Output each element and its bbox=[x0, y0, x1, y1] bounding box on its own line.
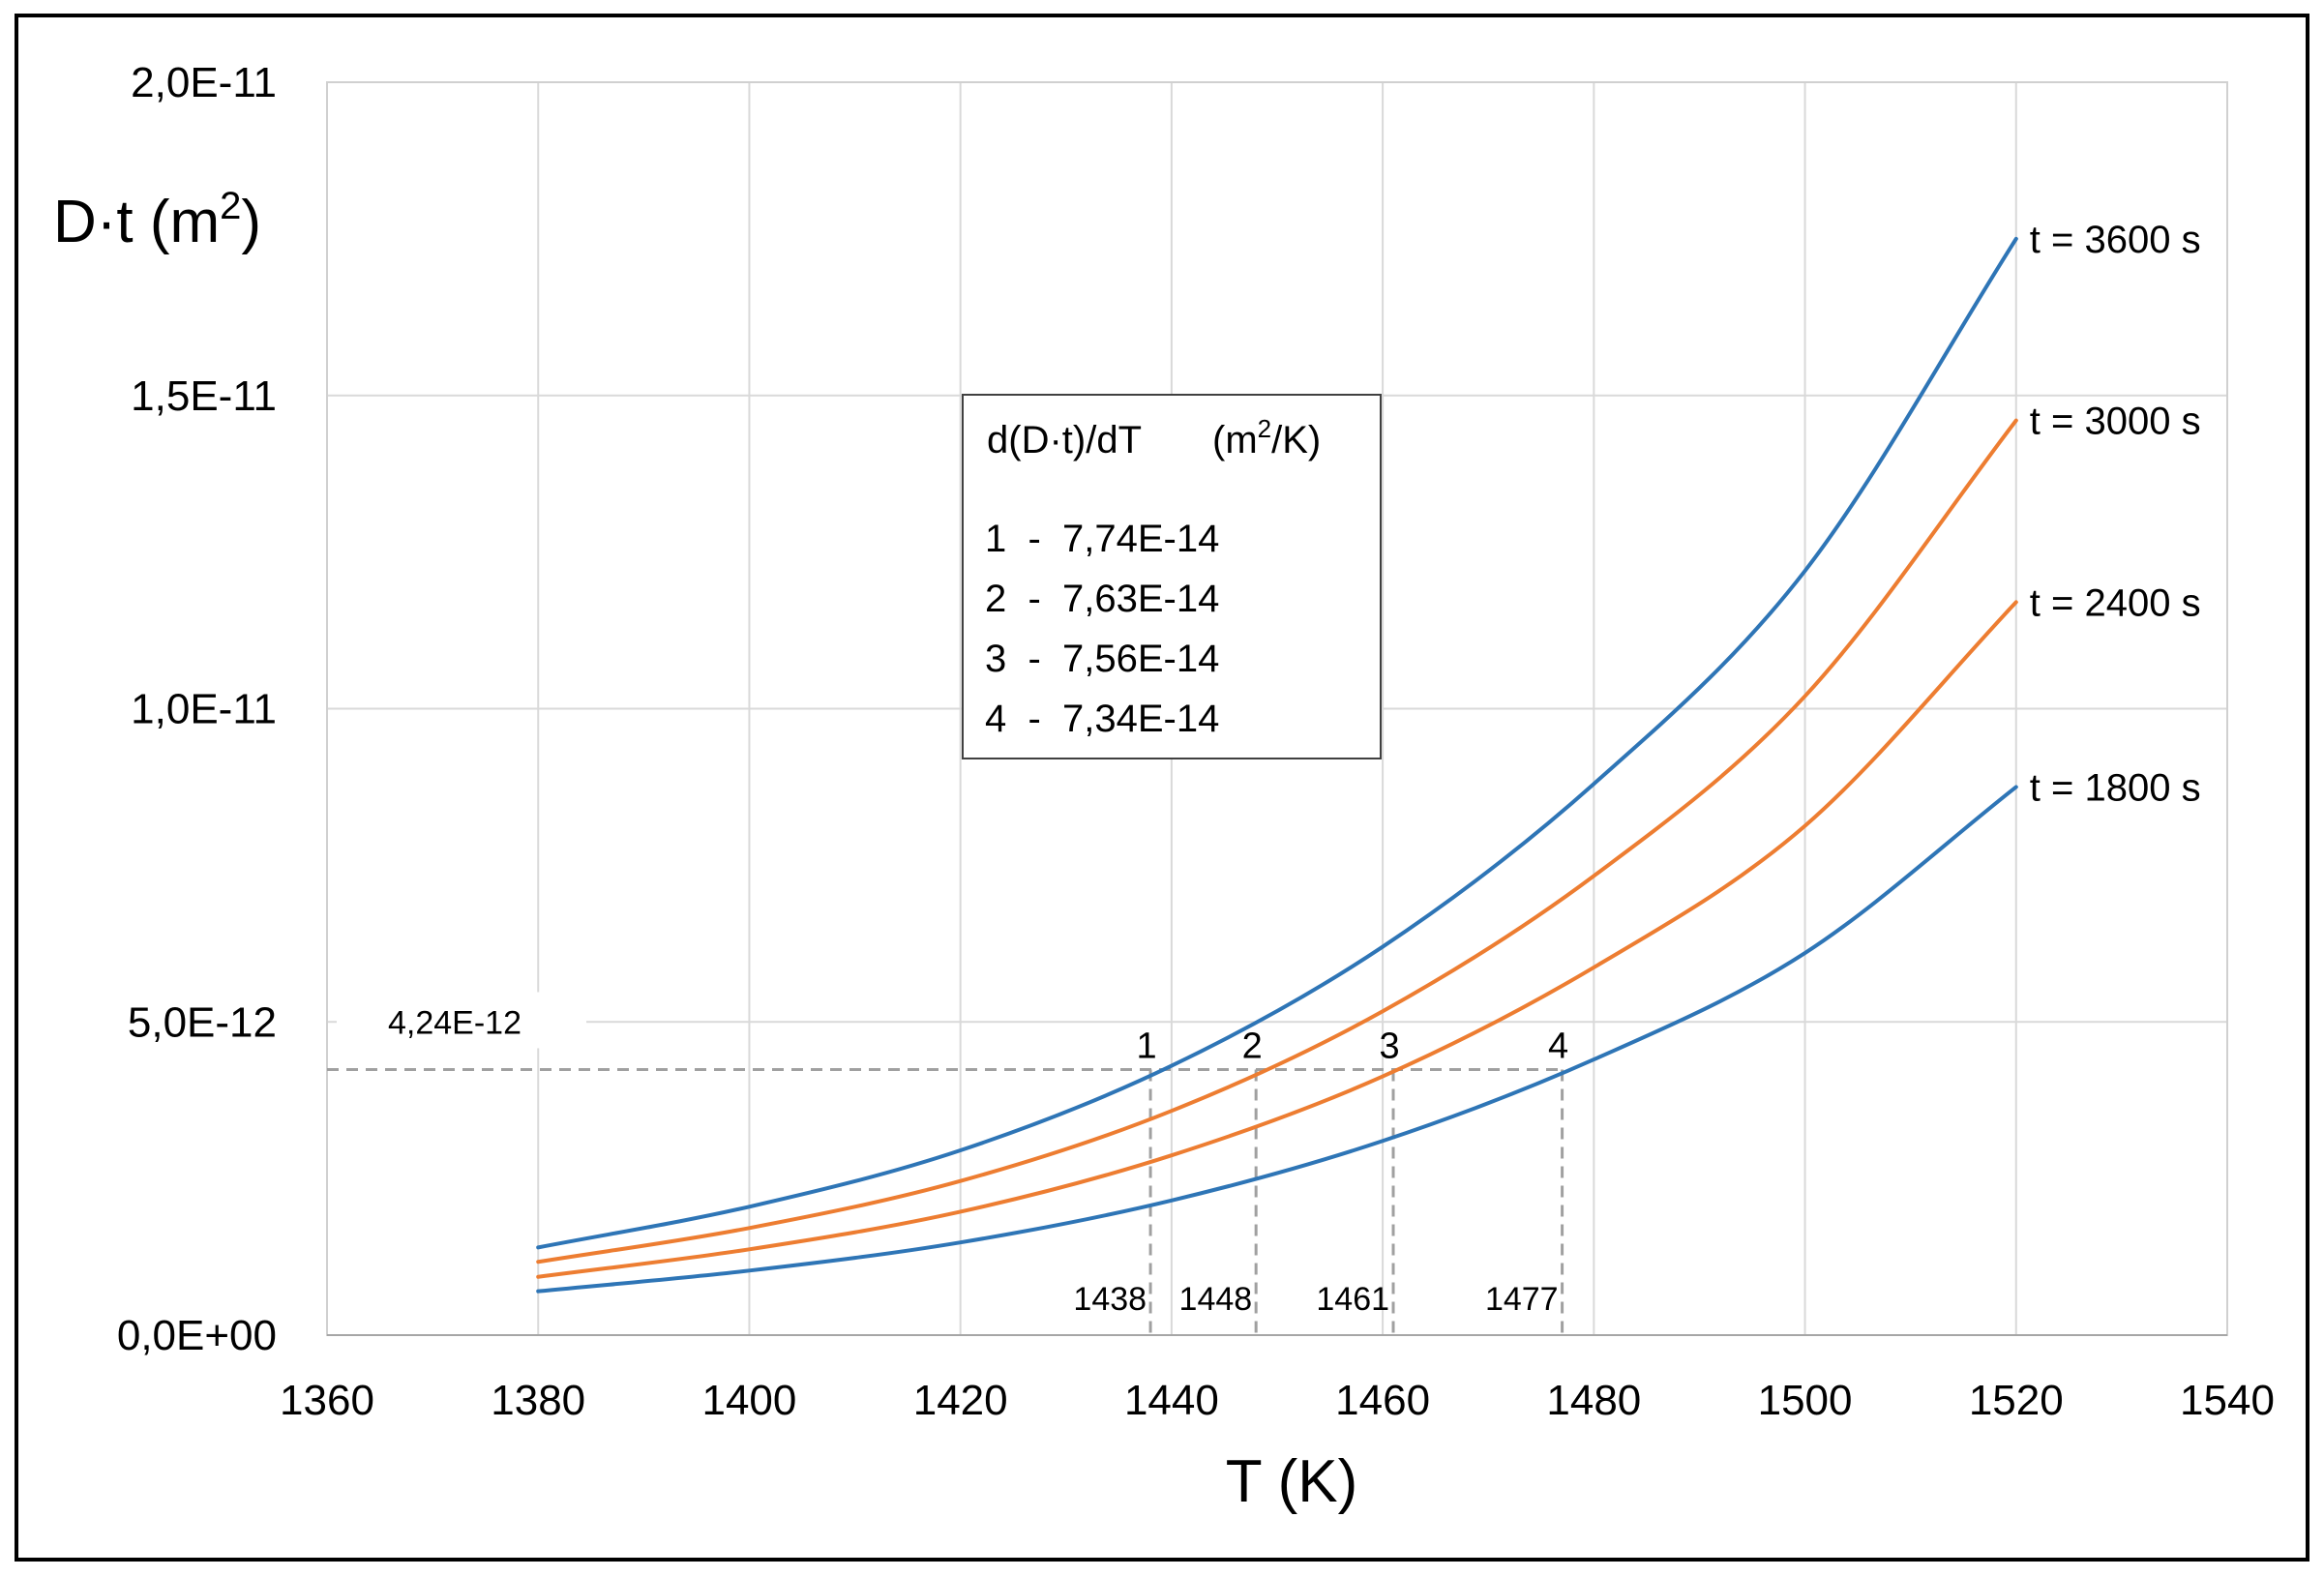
annotations: 4,24E-12 1 1438 2 1448 3 1461 4 1477 bbox=[337, 992, 1568, 1318]
plot-border bbox=[326, 81, 2228, 1336]
info-box-title-sup: 2 bbox=[1258, 414, 1271, 443]
y-tick-label-0: 0,0E+00 bbox=[117, 1312, 277, 1359]
series-line-1 bbox=[536, 418, 2018, 1265]
x-tick-label-7: 1500 bbox=[1758, 1377, 1853, 1424]
reference-label-bg bbox=[337, 992, 586, 1049]
info-box-row-1: 1 - 7,74E-14 bbox=[985, 518, 1219, 560]
info-box-row-3: 3 - 7,56E-14 bbox=[985, 638, 1219, 680]
intersection-id-3: 3 bbox=[1379, 1026, 1399, 1066]
intersection-id-4: 4 bbox=[1548, 1026, 1568, 1066]
intersection-label-4: 1477 bbox=[1485, 1281, 1559, 1318]
y-axis-title: D·t (m2) bbox=[53, 185, 261, 255]
x-tick-label-8: 1520 bbox=[1969, 1377, 2064, 1424]
info-box-row-4: 4 - 7,34E-14 bbox=[985, 698, 1219, 740]
reference-lines bbox=[327, 1067, 1564, 1335]
info-box-title-a: d(D·t)/dT bbox=[987, 419, 1142, 461]
series-label-0: t = 3600 s bbox=[2030, 219, 2201, 261]
y-axis-title-main: D·t (m bbox=[53, 189, 220, 255]
intersection-id-2: 2 bbox=[1242, 1026, 1263, 1066]
intersection-id-1: 1 bbox=[1136, 1026, 1156, 1066]
y-axis-title-sup: 2 bbox=[220, 185, 241, 227]
x-tick-label-9: 1540 bbox=[2180, 1377, 2275, 1424]
y-tick-label-3: 1,5E-11 bbox=[131, 372, 277, 420]
x-tick-label-0: 1360 bbox=[280, 1377, 374, 1424]
intersection-label-1: 1438 bbox=[1073, 1281, 1147, 1318]
info-box-frame bbox=[962, 394, 1382, 759]
info-box: d(D·t)/dT (m2/K) 1 - 7,74E-14 2 - 7,63E-1… bbox=[962, 394, 1382, 759]
x-tick-label-2: 1400 bbox=[701, 1377, 796, 1424]
y-tick-labels: 0,0E+00 5,0E-12 1,0E-11 1,5E-11 2,0E-11 bbox=[117, 59, 277, 1359]
info-box-title: d(D·t)/dT (m2/K) bbox=[987, 414, 1321, 461]
info-box-row-2: 2 - 7,63E-14 bbox=[985, 578, 1219, 620]
series-label-3: t = 1800 s bbox=[2030, 766, 2201, 809]
info-box-title-b: (m bbox=[1212, 419, 1258, 461]
y-tick-label-2: 1,0E-11 bbox=[131, 686, 277, 733]
x-tick-label-6: 1480 bbox=[1546, 1377, 1641, 1424]
chart-frame bbox=[15, 14, 2309, 1562]
series-lines bbox=[536, 236, 2018, 1294]
series-label-1: t = 3000 s bbox=[2030, 401, 2201, 443]
reference-label: 4,24E-12 bbox=[388, 1004, 521, 1041]
x-tick-label-1: 1380 bbox=[491, 1377, 585, 1424]
x-tick-label-5: 1460 bbox=[1335, 1377, 1430, 1424]
intersection-label-2: 1448 bbox=[1179, 1281, 1253, 1318]
x-tick-label-3: 1420 bbox=[913, 1377, 1008, 1424]
x-axis-title: T (K) bbox=[1226, 1448, 1358, 1515]
series-line-3 bbox=[536, 785, 2018, 1294]
series-label-2: t = 2400 s bbox=[2030, 581, 2201, 624]
series-labels: t = 3600 s t = 3000 s t = 2400 s t = 1800 s bbox=[2030, 219, 2201, 810]
intersection-label-3: 1461 bbox=[1316, 1281, 1389, 1318]
y-tick-label-4: 2,0E-11 bbox=[131, 59, 277, 106]
x-tick-label-4: 1440 bbox=[1124, 1377, 1219, 1424]
series-line-0 bbox=[536, 236, 2018, 1250]
series-line-2 bbox=[536, 600, 2018, 1279]
x-tick-labels: 1360 1380 1400 1420 1440 1460 1480 1500 1520 1540 bbox=[280, 1377, 2275, 1424]
y-tick-label-1: 5,0E-12 bbox=[128, 998, 277, 1046]
y-axis-title-close: ) bbox=[241, 189, 261, 255]
info-box-title-c: /K) bbox=[1271, 419, 1321, 461]
